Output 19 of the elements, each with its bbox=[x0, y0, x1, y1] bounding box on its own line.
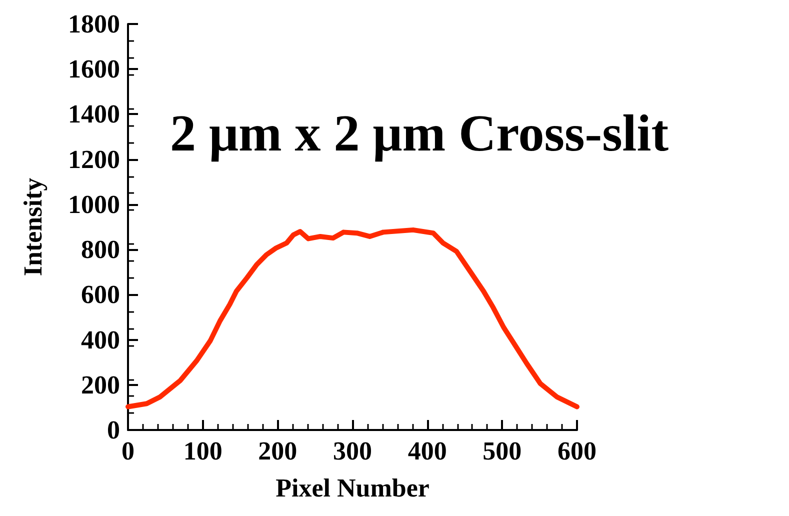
x-axis-title: Pixel Number bbox=[276, 474, 430, 502]
y-tick-label: 600 bbox=[81, 280, 120, 310]
y-tick-label: 400 bbox=[81, 325, 120, 354]
y-tick-label: 1000 bbox=[68, 190, 120, 219]
x-tick-label: 300 bbox=[333, 436, 372, 466]
x-tick-label: 400 bbox=[408, 436, 447, 466]
y-tick-label: 200 bbox=[81, 370, 120, 400]
y-tick-label: 1200 bbox=[68, 144, 120, 174]
x-tick-label: 100 bbox=[183, 436, 222, 466]
y-tick-label: 1600 bbox=[68, 54, 120, 84]
x-tick-label: 200 bbox=[258, 436, 298, 466]
y-tick-label: 1800 bbox=[68, 10, 120, 38]
text: 2 μm x 2 μm Cross-slit bbox=[170, 106, 670, 162]
y-tick-label: 800 bbox=[81, 235, 120, 264]
x-tick-label: 600 bbox=[558, 436, 596, 466]
x-tick-label: 500 bbox=[482, 436, 522, 466]
y-tick-label: 0 bbox=[107, 416, 120, 444]
y-tick-label: 1400 bbox=[68, 100, 120, 129]
y-axis-title: Intensity bbox=[18, 178, 48, 276]
